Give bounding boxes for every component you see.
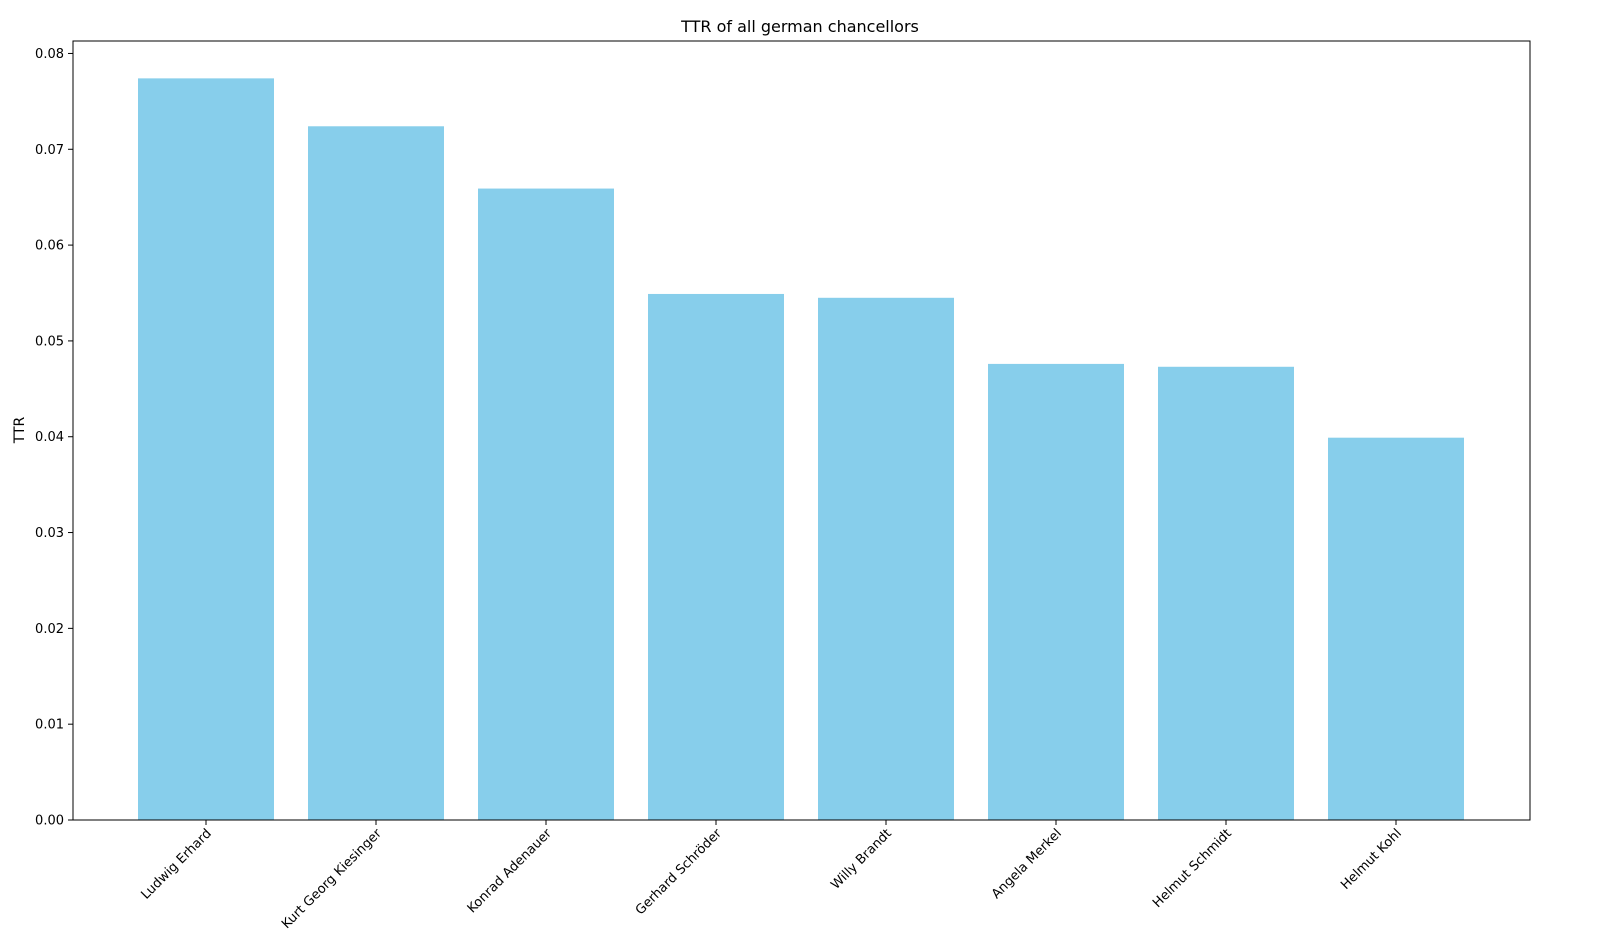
y-tick-label-5: 0.05: [35, 334, 64, 349]
y-tick-label-3: 0.03: [35, 526, 64, 541]
bar-7: [1328, 437, 1464, 820]
x-tick-label-3: Gerhard Schröder: [633, 826, 725, 918]
y-tick-label-1: 0.01: [35, 718, 64, 733]
bars-group: [138, 78, 1464, 821]
y-tick-label-8: 0.08: [35, 47, 64, 62]
x-tick-label-0: Ludwig Erhard: [138, 826, 214, 902]
x-tick-label-6: Helmut Schmidt: [1150, 826, 1235, 911]
bar-6: [1158, 366, 1294, 820]
bar-1: [308, 126, 444, 821]
x-axis-ticks: Ludwig Erhard Kurt Georg Kiesinger Konrad …: [138, 820, 1405, 932]
plot-frame: [72, 40, 1531, 821]
bar-2: [478, 188, 614, 820]
y-tick-label-0: 0.00: [35, 814, 64, 829]
x-tick-label-4: Willy Brandt: [828, 826, 895, 893]
y-tick-label-2: 0.02: [35, 622, 64, 637]
x-tick-label-1: Kurt Georg Kiesinger: [279, 826, 385, 932]
y-tick-label-7: 0.07: [35, 143, 64, 158]
x-tick-label-2: Konrad Adenauer: [465, 826, 556, 917]
bar-3: [648, 293, 784, 820]
x-tick-label-5: Angela Merkel: [989, 826, 1065, 902]
y-tick-label-6: 0.06: [35, 239, 64, 254]
chart-title: TTR of all german chancellors: [680, 17, 919, 36]
y-axis-label: TTR: [12, 416, 28, 444]
y-axis-ticks: 0.00 0.01 0.02 0.03 0.04 0.05 0.06 0.07 0.08: [35, 47, 73, 829]
bar-0: [138, 78, 274, 820]
bar-4: [818, 297, 954, 820]
bar-5: [988, 363, 1124, 820]
x-tick-label-7: Helmut Kohl: [1338, 826, 1405, 893]
y-tick-label-4: 0.04: [35, 430, 64, 445]
